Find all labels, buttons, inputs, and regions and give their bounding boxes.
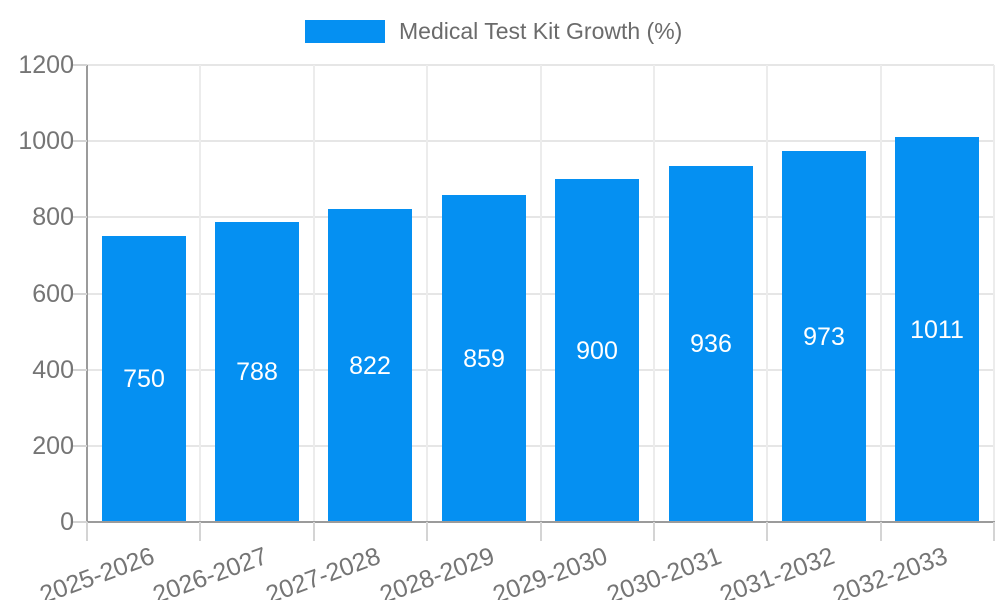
bar[interactable]: 822	[328, 209, 412, 522]
x-tick-label: 2025-2026	[36, 542, 159, 600]
bar-value-label: 788	[236, 358, 278, 386]
y-tick	[72, 140, 87, 142]
x-tick-label: 2030-2031	[603, 542, 726, 600]
v-gridline	[653, 65, 655, 522]
v-gridline	[993, 65, 995, 522]
v-gridline	[313, 65, 315, 522]
y-tick-label: 600	[32, 280, 74, 308]
y-tick	[72, 216, 87, 218]
y-tick	[72, 445, 87, 447]
bar[interactable]: 936	[669, 166, 753, 522]
bar[interactable]: 1011	[895, 137, 979, 522]
y-tick	[72, 521, 87, 523]
y-tick	[72, 369, 87, 371]
bar[interactable]: 750	[102, 236, 186, 522]
bar-value-label: 973	[803, 322, 845, 351]
x-tick	[426, 522, 428, 541]
plot-area: 750 788 822 859 900 936 973 1011	[87, 64, 995, 522]
x-tick	[199, 522, 201, 541]
bar-value-label: 936	[690, 330, 732, 358]
legend-swatch-icon	[305, 19, 385, 43]
v-gridline	[199, 65, 201, 522]
v-gridline	[426, 65, 428, 522]
bar[interactable]: 788	[215, 222, 299, 522]
x-tick	[766, 522, 768, 541]
y-tick-label: 400	[32, 356, 74, 384]
bar[interactable]: 900	[555, 179, 639, 522]
y-tick-label: 1000	[18, 127, 74, 155]
x-tick-label: 2032-2033	[829, 542, 952, 600]
x-tick-label: 2031-2032	[716, 542, 839, 600]
v-gridline	[880, 65, 882, 522]
x-tick	[540, 522, 542, 541]
x-tick-label: 2026-2027	[149, 542, 272, 600]
y-tick-label: 0	[60, 508, 74, 536]
x-tick	[880, 522, 882, 541]
bar-value-label: 822	[349, 351, 391, 380]
x-tick	[653, 522, 655, 541]
v-gridline	[766, 65, 768, 522]
bar-value-label: 900	[576, 336, 618, 365]
x-tick	[993, 522, 995, 541]
x-tick-label: 2028-2029	[376, 542, 499, 600]
legend-label: Medical Test Kit Growth (%)	[399, 18, 683, 44]
x-tick	[86, 522, 88, 541]
bar-value-label: 1011	[910, 315, 964, 344]
y-tick	[72, 64, 87, 66]
y-tick-label: 800	[32, 203, 74, 231]
y-tick	[72, 293, 87, 295]
bar-value-label: 859	[463, 344, 505, 373]
x-tick-label: 2027-2028	[262, 542, 385, 600]
chart-legend[interactable]: Medical Test Kit Growth (%)	[305, 18, 682, 44]
x-tick	[313, 522, 315, 541]
bar[interactable]: 859	[442, 195, 526, 522]
bar[interactable]: 973	[782, 151, 866, 522]
y-tick-label: 200	[32, 432, 74, 460]
v-gridline	[540, 65, 542, 522]
x-tick-label: 2029-2030	[489, 542, 612, 600]
y-tick-label: 1200	[18, 51, 74, 79]
y-axis-line	[86, 65, 88, 541]
bar-value-label: 750	[123, 365, 165, 393]
